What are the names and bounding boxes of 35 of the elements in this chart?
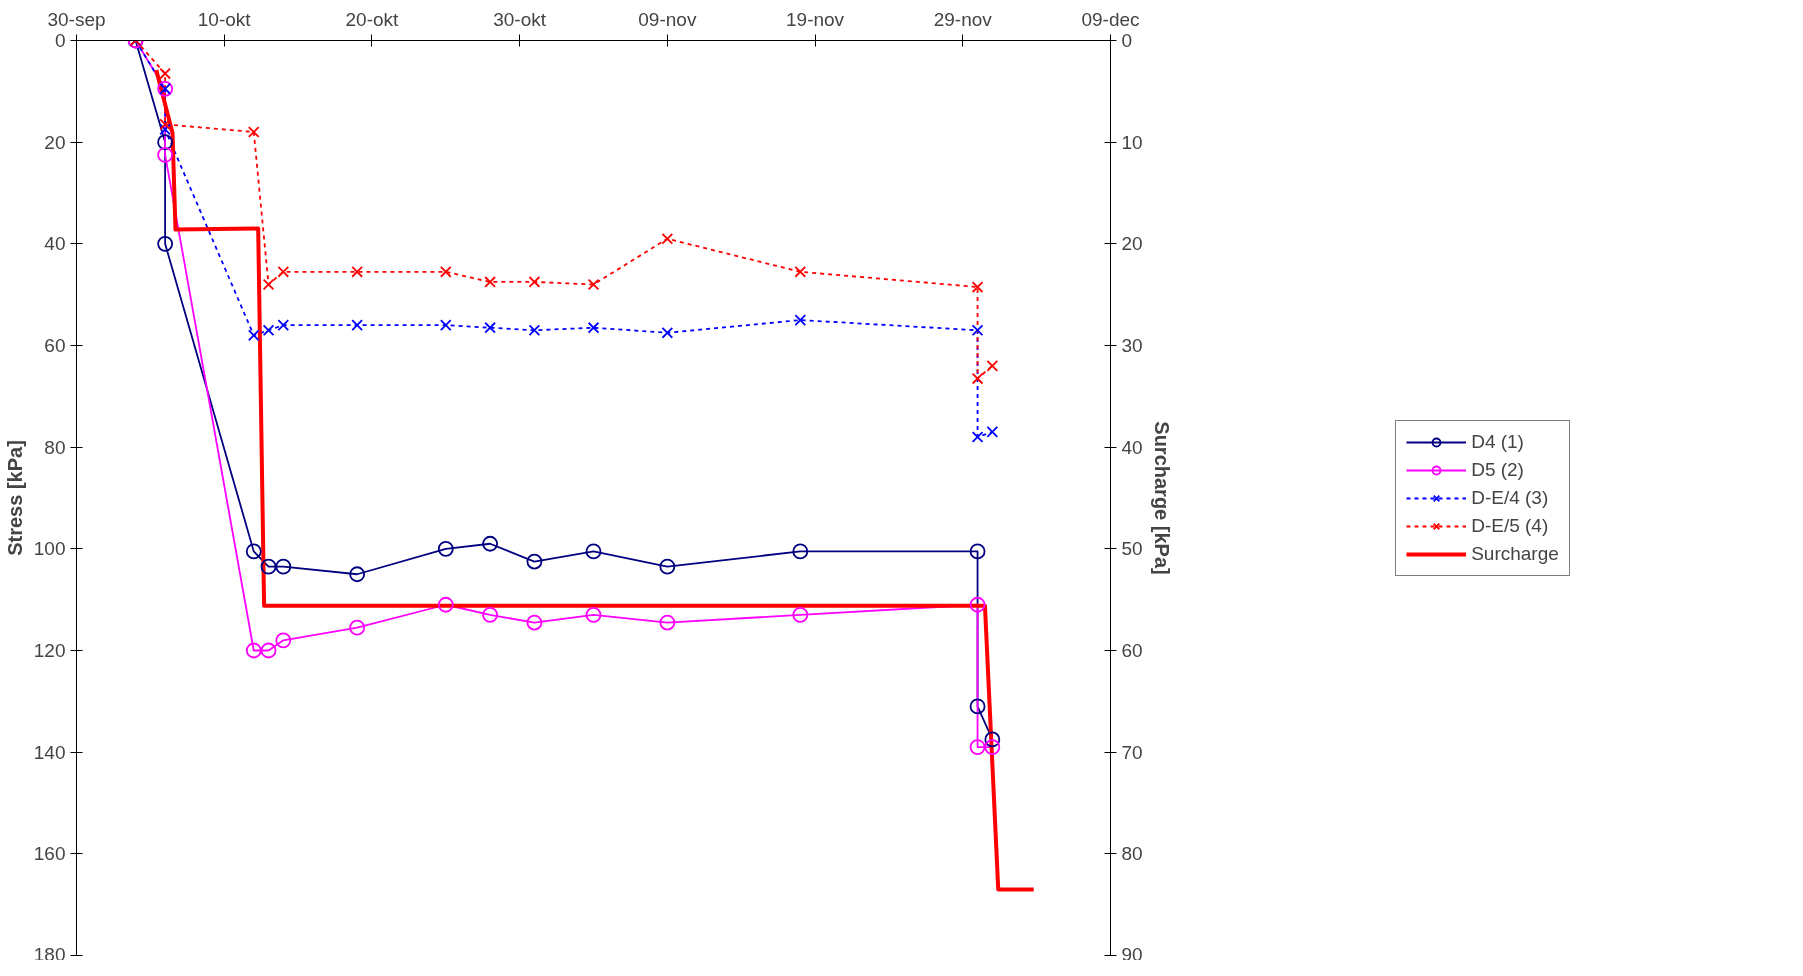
y2-tick-label: 60 xyxy=(1121,640,1143,661)
x-tick-label: 30-sep xyxy=(47,8,106,30)
x-tick-label: 09-nov xyxy=(638,8,697,30)
y-tick-label: 40 xyxy=(44,233,66,255)
y2-tick-label: 10 xyxy=(1121,131,1143,153)
y-tick-label: 160 xyxy=(33,843,66,865)
legend-label: Surcharge xyxy=(1471,542,1559,565)
y2-tick-label: 20 xyxy=(1121,233,1143,255)
y-tick-label: 80 xyxy=(44,436,66,458)
y2-tick-label: 90 xyxy=(1121,943,1143,965)
y-tick-label: 140 xyxy=(33,741,66,763)
y-axis-title: Stress [kPa] xyxy=(3,440,26,556)
x-tick-label: 10-okt xyxy=(197,8,252,30)
y2-tick-label: 0 xyxy=(1121,30,1133,51)
y2-tick-label: 70 xyxy=(1121,741,1143,763)
y2-tick-label: 40 xyxy=(1121,436,1143,458)
x-tick-label: 30-okt xyxy=(493,8,547,30)
y-tick-label: 0 xyxy=(54,30,66,51)
y2-axis-title: Surcharge [kPa] xyxy=(1150,421,1173,575)
y2-tick-label: 80 xyxy=(1121,843,1143,865)
y-tick-label: 180 xyxy=(33,943,66,965)
y2-tick-label: 30 xyxy=(1121,335,1143,356)
legend-label: D4 (1) xyxy=(1471,430,1524,453)
y-tick-label: 120 xyxy=(33,640,66,661)
x-tick-label: 20-okt xyxy=(345,8,400,30)
y2-tick-label: 50 xyxy=(1121,538,1143,560)
x-tick-label: 29-nov xyxy=(933,8,993,30)
y-tick-label: 60 xyxy=(44,335,66,356)
legend-label: D-E/4 (3) xyxy=(1471,486,1549,509)
y-tick-label: 20 xyxy=(44,131,66,153)
legend-label: D5 (2) xyxy=(1471,458,1524,481)
y-tick-label: 100 xyxy=(33,538,66,560)
x-tick-label: 19-nov xyxy=(786,8,845,30)
legend-label: D-E/5 (4) xyxy=(1471,514,1549,537)
x-tick-label: 09-dec xyxy=(1081,8,1140,30)
